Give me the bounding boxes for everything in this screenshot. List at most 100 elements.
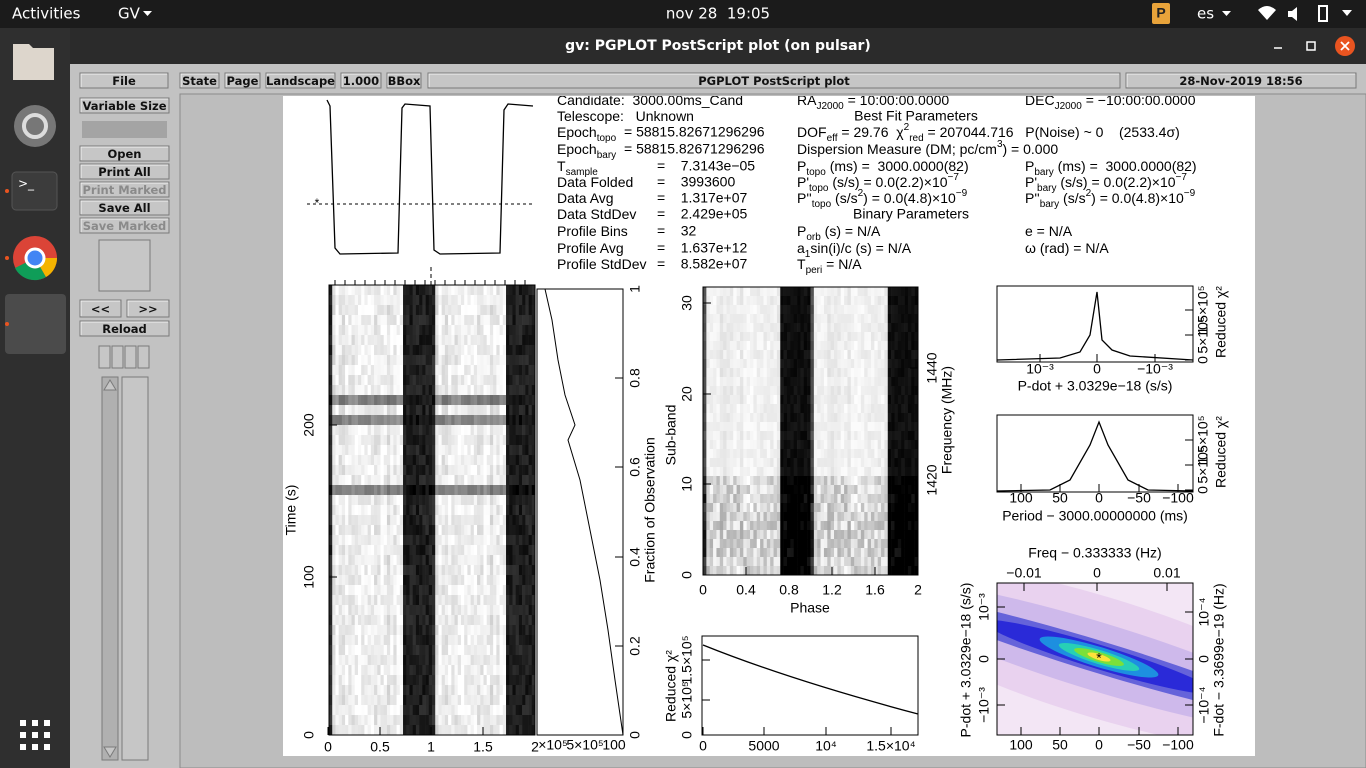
pixel bbox=[367, 405, 372, 416]
pixel bbox=[435, 395, 439, 406]
pixel bbox=[470, 305, 475, 316]
pixel bbox=[773, 458, 778, 468]
pixel bbox=[451, 485, 455, 496]
pixel bbox=[454, 465, 459, 476]
pixel bbox=[813, 458, 818, 468]
pixel bbox=[367, 595, 372, 606]
pixel bbox=[396, 665, 401, 676]
pixel bbox=[403, 505, 407, 516]
pixel bbox=[332, 585, 336, 596]
pixel bbox=[850, 512, 855, 522]
pixel bbox=[464, 495, 468, 506]
pixel bbox=[512, 595, 516, 606]
pixel bbox=[386, 335, 391, 346]
pixel bbox=[790, 512, 795, 522]
pixel bbox=[399, 315, 404, 326]
pixel bbox=[709, 287, 714, 297]
pixel bbox=[773, 305, 778, 315]
pixel bbox=[383, 345, 388, 356]
pixel bbox=[528, 615, 533, 626]
pixel bbox=[419, 585, 423, 596]
pixel bbox=[703, 413, 707, 423]
pixel bbox=[432, 515, 436, 526]
pixel bbox=[341, 325, 346, 336]
pixel bbox=[723, 296, 727, 306]
pixel bbox=[726, 530, 731, 540]
pixel bbox=[506, 725, 510, 736]
pixel bbox=[396, 335, 401, 346]
pixel bbox=[386, 605, 391, 616]
pixel bbox=[345, 635, 349, 646]
header-line: Data Avg bbox=[557, 190, 614, 206]
pixel bbox=[713, 458, 717, 468]
pixel bbox=[827, 287, 831, 297]
pixel bbox=[329, 365, 333, 376]
pixel bbox=[428, 345, 433, 356]
pixel bbox=[332, 695, 336, 706]
pixel bbox=[911, 287, 915, 297]
header-line: Telescope: Unknown bbox=[557, 108, 694, 124]
pixel bbox=[723, 314, 727, 324]
pixel bbox=[776, 368, 781, 378]
pixel bbox=[435, 375, 439, 386]
pixel bbox=[509, 615, 513, 626]
pixel bbox=[438, 505, 442, 516]
pixel bbox=[483, 665, 488, 676]
pixel bbox=[733, 296, 737, 306]
pixel bbox=[399, 405, 404, 416]
pixel bbox=[473, 595, 478, 606]
pixel bbox=[441, 445, 446, 456]
pixel bbox=[457, 565, 462, 576]
pixel bbox=[441, 725, 446, 736]
pixel bbox=[502, 695, 507, 706]
pixel bbox=[419, 445, 423, 456]
pixel bbox=[518, 695, 523, 706]
pixel bbox=[435, 335, 439, 346]
pixel bbox=[332, 555, 336, 566]
pixel bbox=[716, 332, 721, 342]
pixel bbox=[329, 645, 333, 656]
pixel bbox=[506, 435, 510, 446]
pixel bbox=[460, 495, 465, 506]
header-t: Epoch bbox=[557, 141, 597, 157]
pixel bbox=[467, 495, 471, 506]
pixel bbox=[438, 335, 442, 346]
pixel bbox=[489, 675, 494, 686]
pixel bbox=[823, 476, 828, 486]
pixel bbox=[329, 435, 333, 446]
pixel bbox=[807, 494, 811, 504]
pixel bbox=[797, 413, 801, 423]
pixel bbox=[470, 525, 475, 536]
pixel bbox=[354, 385, 359, 396]
pixel bbox=[522, 605, 526, 616]
pixel bbox=[823, 395, 828, 405]
pixel bbox=[860, 476, 865, 486]
pixel bbox=[518, 565, 523, 576]
pixel bbox=[422, 415, 426, 426]
pixel bbox=[422, 325, 426, 336]
pixel bbox=[850, 422, 855, 432]
pixel bbox=[464, 475, 468, 486]
pixel bbox=[786, 404, 791, 414]
pixel bbox=[522, 635, 526, 646]
pixel bbox=[914, 377, 919, 387]
pixel bbox=[864, 467, 868, 477]
pixel bbox=[733, 512, 737, 522]
pixel bbox=[813, 314, 818, 324]
pixel bbox=[367, 685, 372, 696]
pixel bbox=[448, 615, 452, 626]
pixel bbox=[351, 285, 356, 296]
pixel bbox=[348, 365, 352, 376]
pixel bbox=[348, 295, 352, 306]
pixel bbox=[341, 435, 346, 446]
pixel bbox=[827, 485, 831, 495]
pixel bbox=[911, 458, 915, 468]
pixel bbox=[357, 565, 362, 576]
pixel bbox=[512, 715, 516, 726]
pixel bbox=[432, 395, 436, 406]
pixel bbox=[716, 350, 721, 360]
pixel bbox=[496, 385, 500, 396]
pixel bbox=[435, 555, 439, 566]
pixel bbox=[867, 377, 872, 387]
